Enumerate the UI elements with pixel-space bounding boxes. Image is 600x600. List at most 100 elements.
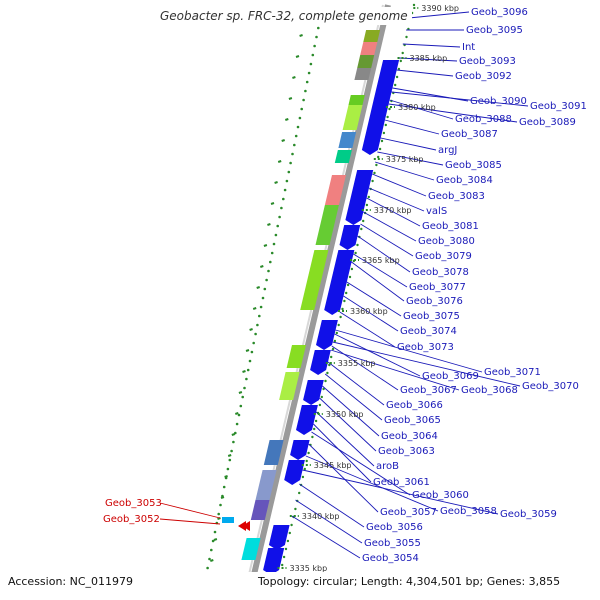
gene-label[interactable]: Geob_3096 [471, 7, 528, 18]
gene-label-red[interactable]: Geob_3053 [105, 498, 162, 509]
track-dot [388, 107, 391, 111]
ruler-tick [277, 160, 282, 163]
gene-feature-block[interactable] [334, 150, 352, 163]
ruler-tick [217, 517, 221, 520]
gene-feature-block[interactable] [342, 105, 363, 130]
gene-label[interactable]: Geob_3081 [422, 221, 479, 232]
gene-feature-block[interactable] [279, 372, 300, 400]
kbp-label: 3355 kbp [338, 359, 376, 368]
gene-feature-cds[interactable] [263, 548, 285, 575]
gene-feature-block[interactable] [250, 500, 270, 520]
gene-feature-block[interactable] [338, 132, 357, 148]
gene-feature-cds[interactable] [345, 170, 374, 225]
gene-feature-block[interactable] [324, 175, 346, 205]
gene-leader-line [334, 333, 421, 377]
gene-leader-line [313, 423, 372, 483]
gene-label[interactable]: Geob_3075 [403, 311, 460, 322]
track-dot [211, 539, 215, 543]
gene-arrow-geob-3052b[interactable] [242, 521, 250, 531]
track-dot [313, 427, 316, 431]
gene-label[interactable]: Geob_3059 [500, 509, 557, 520]
gene-label[interactable]: Geob_3093 [459, 56, 516, 67]
gene-label[interactable]: Geob_3066 [386, 400, 443, 411]
gene-feature-cds[interactable] [296, 405, 318, 435]
gene-label[interactable]: Geob_3089 [519, 117, 576, 128]
gene-feature-cds[interactable] [290, 440, 310, 460]
gene-label[interactable]: Geob_3074 [400, 326, 457, 337]
gene-label[interactable]: Geob_3076 [406, 296, 463, 307]
red-features[interactable] [222, 517, 250, 531]
gene-feature-cds[interactable] [373, 60, 400, 105]
gene-feature-block[interactable] [255, 470, 277, 500]
gene-features[interactable] [241, 30, 400, 575]
gene-label[interactable]: Geob_3063 [378, 446, 435, 457]
gene-feature-cds[interactable] [303, 380, 324, 405]
gene-feature-block[interactable] [286, 345, 306, 368]
gene-feature-cds[interactable] [284, 460, 305, 485]
gene-label[interactable]: Geob_3057 [380, 507, 437, 518]
gene-label[interactable]: Geob_3091 [530, 101, 587, 112]
gene-label-red[interactable]: Geob_3052 [103, 514, 160, 525]
gene-feature-block[interactable] [354, 68, 372, 80]
gene-label[interactable]: Geob_3083 [428, 191, 485, 202]
gene-leader-line [368, 187, 425, 212]
gene-label[interactable]: Geob_3068 [461, 385, 518, 396]
gene-feature-cds[interactable] [339, 225, 361, 250]
gene-feature-block[interactable] [363, 30, 381, 42]
gene-label[interactable]: Geob_3069 [422, 371, 479, 382]
gene-label[interactable]: aroB [376, 461, 399, 472]
gene-label[interactable]: Geob_3079 [415, 251, 472, 262]
gene-label[interactable]: Geob_3071 [484, 367, 541, 378]
gene-leader-line [389, 99, 454, 120]
gene-feature-cds[interactable] [268, 525, 290, 550]
gene-leader-line [374, 161, 435, 181]
track-dot [278, 215, 281, 219]
gene-feature-cds[interactable] [366, 100, 390, 135]
gene-label[interactable]: Geob_3064 [381, 431, 438, 442]
gene-feature-geob-3053[interactable] [222, 517, 234, 523]
gene-feature-cds[interactable] [310, 350, 331, 375]
gene-label[interactable]: Geob_3087 [441, 129, 498, 140]
gene-feature-block[interactable] [241, 538, 261, 560]
track-dot [333, 339, 337, 343]
gene-label[interactable]: Geob_3090 [470, 96, 527, 107]
gene-label[interactable]: argJ [438, 145, 457, 156]
gene-label[interactable]: Geob_3085 [445, 160, 502, 171]
gene-label[interactable]: Geob_3095 [466, 25, 523, 36]
gene-feature-block[interactable] [263, 440, 284, 465]
gene-label[interactable]: Geob_3056 [366, 522, 423, 533]
gene-label[interactable]: Geob_3070 [522, 381, 579, 392]
gene-label[interactable]: Geob_3092 [455, 71, 512, 82]
track-dot [296, 125, 300, 129]
gene-feature-block[interactable] [348, 95, 365, 105]
gene-label[interactable]: Geob_3061 [373, 477, 430, 488]
gene-feature-block[interactable] [357, 55, 375, 68]
track-dot [290, 523, 293, 527]
gene-label[interactable]: Geob_3065 [384, 415, 441, 426]
gene-label[interactable]: Geob_3084 [436, 175, 493, 186]
gene-label[interactable]: Int [462, 42, 475, 53]
gene-feature-cds[interactable] [324, 250, 355, 315]
gene-label[interactable]: Geob_3088 [455, 114, 512, 125]
gene-labels[interactable]: Geob_3096 Geob_3095 Int Geob_3093 Geob_3092 G… [103, 7, 587, 564]
gene-label[interactable]: valS [426, 206, 447, 217]
gene-label[interactable]: Geob_3058 [440, 506, 497, 517]
gene-label[interactable]: Geob_3067 [400, 385, 457, 396]
gene-feature-block[interactable] [360, 42, 378, 55]
gene-label[interactable]: Geob_3080 [418, 236, 475, 247]
gene-feature-block[interactable] [300, 250, 329, 310]
track-dot [320, 395, 323, 399]
track-dot [315, 35, 318, 39]
gene-label[interactable]: Geob_3073 [397, 342, 454, 353]
gene-label[interactable]: Geob_3054 [362, 553, 419, 564]
gene-label[interactable]: Geob_3055 [364, 538, 421, 549]
gene-feature-block[interactable] [315, 205, 339, 245]
track-dot [313, 44, 316, 48]
gene-feature-cds[interactable] [316, 320, 338, 350]
gene-label[interactable]: Geob_3060 [412, 490, 469, 501]
track-dot [241, 395, 244, 399]
gene-label[interactable]: Geob_3078 [412, 267, 469, 278]
gene-feature-cds[interactable] [361, 130, 383, 155]
gene-label[interactable]: Geob_3077 [409, 282, 466, 293]
